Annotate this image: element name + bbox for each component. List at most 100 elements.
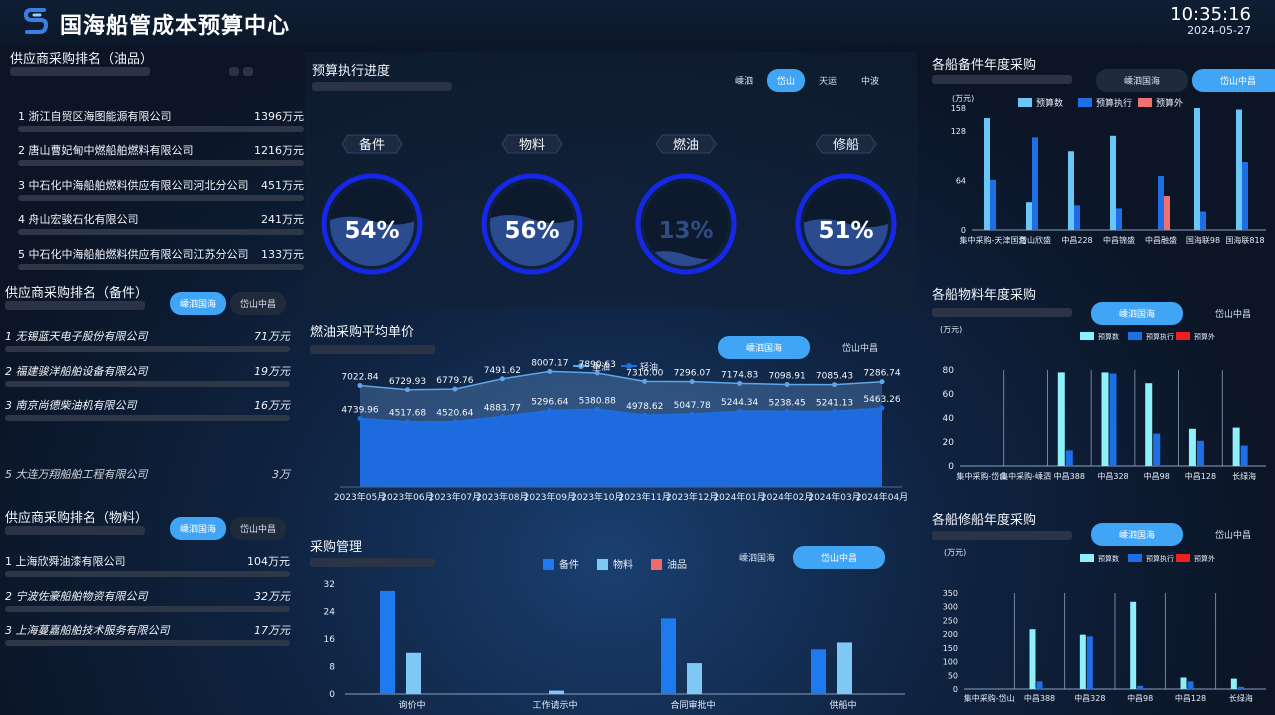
list-item[interactable]: 2 唐山曹妃甸中燃船舶燃料有限公司 1216万元 xyxy=(18,142,304,166)
gauge-fill xyxy=(330,216,414,266)
x-tick-label: 2024年01月 xyxy=(713,491,765,503)
list-item[interactable]: 3 中石化中海船舶燃料供应有限公司河北分公司 451万元 xyxy=(18,177,304,201)
x-tick-label: 2023年09月 xyxy=(524,491,576,503)
list-item[interactable]: 3 南京尚德柴油机有限公司 16万元 xyxy=(5,397,290,421)
tab-tianyun[interactable]: 天运 xyxy=(819,77,838,87)
x-tick-label: 合同审批中 xyxy=(670,699,715,711)
tab-shengsi[interactable]: 嵊泗国海 xyxy=(1096,69,1189,92)
y-tick-label: 80 xyxy=(943,366,955,376)
progress-bar xyxy=(18,229,304,235)
bar xyxy=(1068,151,1074,230)
placeholder-bar xyxy=(932,75,1072,84)
data-point xyxy=(594,370,600,376)
data-label: 4883.77 xyxy=(484,403,521,413)
supplier-name: 4 舟山宏骏石化有限公司 xyxy=(18,213,139,226)
tab-shengsi[interactable]: 嵊泗国海 xyxy=(739,554,776,564)
clock-time: 10:35:16 xyxy=(1170,4,1251,25)
data-point xyxy=(452,386,458,392)
legend-label: 重油 xyxy=(592,361,610,373)
parts-year-panel: 各船备件年度采购 嵊泗国海 岱山中昌 预算数 预算执行 预算外 (万元) 0 64 128 1… xyxy=(924,50,1275,275)
tab-daishan[interactable]: 岱山中昌 xyxy=(1215,531,1252,541)
data-label: 8007.17 xyxy=(531,358,568,368)
tab-shengsi[interactable]: 嵊泗国海 xyxy=(170,517,227,540)
tab-daishan[interactable]: 岱山中昌 xyxy=(842,344,879,354)
y-tick-label: 0 xyxy=(953,685,958,694)
supplier-amount: 16万元 xyxy=(254,399,290,412)
tab-shengsi[interactable]: 嵊泗国海 xyxy=(1091,523,1184,546)
bar xyxy=(811,649,826,694)
y-tick-label: 8 xyxy=(329,663,335,673)
tab-shengsi[interactable]: 嵊泗国海 xyxy=(1091,302,1184,325)
legend-label: 预算执行 xyxy=(1146,554,1174,563)
x-tick-label: 中昌388 xyxy=(1054,471,1085,481)
y-tick-label: 0 xyxy=(961,226,966,235)
y-tick-label: 128 xyxy=(951,127,966,136)
bar xyxy=(1036,681,1043,689)
x-tick-label: 国海联818 xyxy=(1225,235,1264,245)
purchase-panel: 采购管理 嵊泗国海 岱山中昌 备件 物料 油品 0 8 16 24 32 询价中 工作请示中 合同审… xyxy=(305,530,917,715)
legend-swatch xyxy=(1128,332,1142,340)
x-tick-label: 集中采购-岱山 xyxy=(956,471,1007,481)
tab-shengsi[interactable]: 嵊泗国海 xyxy=(170,292,227,315)
list-item[interactable]: 2 宁波佐豪船舶物资有限公司 32万元 xyxy=(5,588,290,612)
list-item[interactable]: 1 浙江自贸区海图能源有限公司 1396万元 xyxy=(18,108,304,132)
bar xyxy=(1032,137,1038,230)
x-tick-label: 2023年11月 xyxy=(619,491,671,503)
clock: 10:35:16 2024-05-27 xyxy=(1170,4,1251,37)
list-item[interactable]: 1 上海欣舜油漆有限公司 104万元 xyxy=(5,553,290,577)
data-point xyxy=(689,411,695,417)
data-point xyxy=(404,387,410,393)
supplier-name: 3 南京尚德柴油机有限公司 xyxy=(5,399,137,412)
series-area xyxy=(360,408,882,487)
y-tick-label: 0 xyxy=(948,462,954,472)
budget-progress-panel: 预算执行进度 嵊泗 岱山 天运 中波 备件 54% 物料 56% 燃油 13% 修船 51% xyxy=(305,52,917,307)
tab-shengsi[interactable]: 嵊泗国海 xyxy=(718,336,811,359)
y-axis-unit: (万元) xyxy=(952,94,974,103)
data-label: 6729.93 xyxy=(389,377,426,387)
tab-group: 嵊泗国海 岱山中昌 xyxy=(1091,302,1275,325)
tab-daishan[interactable]: 岱山中昌 xyxy=(1215,310,1252,320)
logo-icon xyxy=(23,8,49,34)
tab-daishan[interactable]: 岱山中昌 xyxy=(230,292,287,315)
bar xyxy=(549,690,564,694)
supplier-amount: 133万元 xyxy=(261,248,304,261)
bar xyxy=(1145,383,1153,466)
supplier-amount: 451万元 xyxy=(261,179,304,192)
bar xyxy=(1074,205,1080,230)
data-point xyxy=(357,416,363,422)
tab-group: 嵊泗国海 岱山中昌 xyxy=(718,336,906,359)
supplier-amount: 71万元 xyxy=(254,330,290,343)
tab-zhongbo[interactable]: 中波 xyxy=(861,77,880,87)
bar xyxy=(990,179,996,230)
progress-bar xyxy=(5,415,290,421)
legend-marker xyxy=(578,363,584,369)
supplier-amount: 1216万元 xyxy=(254,144,304,157)
list-item[interactable]: 1 无锡蓝天电子股份有限公司 71万元 xyxy=(5,328,290,352)
list-item[interactable]: 5 中石化中海船舶燃料供应有限公司江苏分公司 133万元 xyxy=(18,246,304,270)
legend-label: 物料 xyxy=(613,558,633,571)
supplier-name: 3 中石化中海船舶燃料供应有限公司河北分公司 xyxy=(18,179,249,192)
bar xyxy=(1137,685,1144,689)
list-item[interactable]: 4 舟山宏骏石化有限公司 241万元 xyxy=(18,211,304,235)
tab-daishan[interactable]: 岱山 xyxy=(767,69,806,92)
data-label: 5047.78 xyxy=(674,401,711,411)
data-label: 5380.88 xyxy=(579,396,616,406)
legend-swatch xyxy=(651,559,662,570)
list-item[interactable]: 2 福建骏洋船舶设备有限公司 19万元 xyxy=(5,363,290,387)
list-item[interactable]: 5 大连万翔船舶工程有限公司 3万 xyxy=(5,466,290,482)
tab-daishan[interactable]: 岱山中昌 xyxy=(1192,69,1275,92)
repair-year-panel: 各船修船年度采购 嵊泗国海 岱山中昌 预算数 预算执行 预算外 (万元) 0 50 100 1… xyxy=(924,505,1274,715)
tab-daishan[interactable]: 岱山中昌 xyxy=(793,546,886,569)
data-label: 4517.68 xyxy=(389,409,426,419)
supplier-name: 1 上海欣舜油漆有限公司 xyxy=(5,555,126,568)
tab-shengsi[interactable]: 嵊泗 xyxy=(735,77,754,87)
data-label: 7098.91 xyxy=(768,371,805,381)
tab-daishan[interactable]: 岱山中昌 xyxy=(230,517,287,540)
list-item[interactable]: 3 上海蔓嘉船舶技术服务有限公司 17万元 xyxy=(5,622,290,646)
data-label: 5463.26 xyxy=(863,395,900,405)
x-tick-label: 中昌融盛 xyxy=(1145,235,1177,245)
progress-bar xyxy=(5,346,290,352)
tab-group: 嵊泗国海 岱山中昌 xyxy=(1091,523,1275,546)
data-point xyxy=(547,407,553,413)
repair-year-chart: 预算数 预算执行 预算外 (万元) 0 50 100 150 200 250 300 350 集中采购-… xyxy=(943,548,1266,703)
